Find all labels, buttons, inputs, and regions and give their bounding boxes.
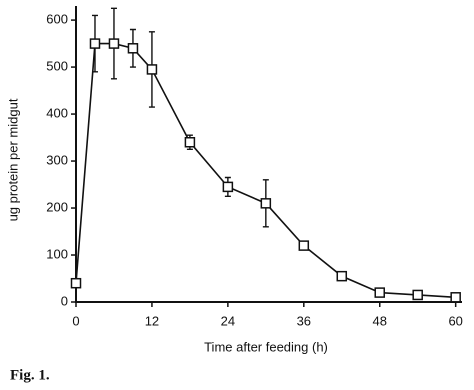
data-point — [336, 270, 348, 282]
x-tick-label: 48 — [373, 313, 387, 328]
data-point — [184, 137, 196, 148]
x-tick-label: 36 — [297, 313, 311, 328]
data-point — [70, 277, 82, 289]
data-point — [222, 181, 234, 193]
data-point — [374, 287, 385, 298]
data-point — [89, 38, 101, 49]
data-point — [146, 64, 158, 75]
data-point — [450, 292, 461, 303]
x-tick-label: 12 — [145, 313, 159, 328]
data-point — [127, 43, 139, 54]
y-tick-label: 500 — [46, 59, 68, 74]
y-tick-label: 600 — [46, 12, 68, 27]
y-tick-label: 400 — [46, 106, 68, 121]
y-axis-title: ug protein per midgut — [5, 98, 20, 221]
data-point — [412, 289, 423, 301]
y-tick-label: 0 — [61, 293, 68, 308]
data-point — [108, 38, 120, 49]
y-tick-label: 200 — [46, 199, 68, 214]
y-tick-label: 100 — [46, 246, 68, 261]
x-tick-label: 24 — [221, 313, 235, 328]
x-tick-label: 60 — [448, 313, 462, 328]
data-point — [298, 240, 310, 251]
x-tick-label: 0 — [72, 313, 79, 328]
caption: Fig. 1. — [10, 367, 50, 383]
y-tick-label: 300 — [46, 152, 68, 167]
data-line — [75, 42, 456, 299]
x-axis-title: Time after feeding (h) — [204, 339, 328, 354]
data-point — [260, 198, 272, 209]
